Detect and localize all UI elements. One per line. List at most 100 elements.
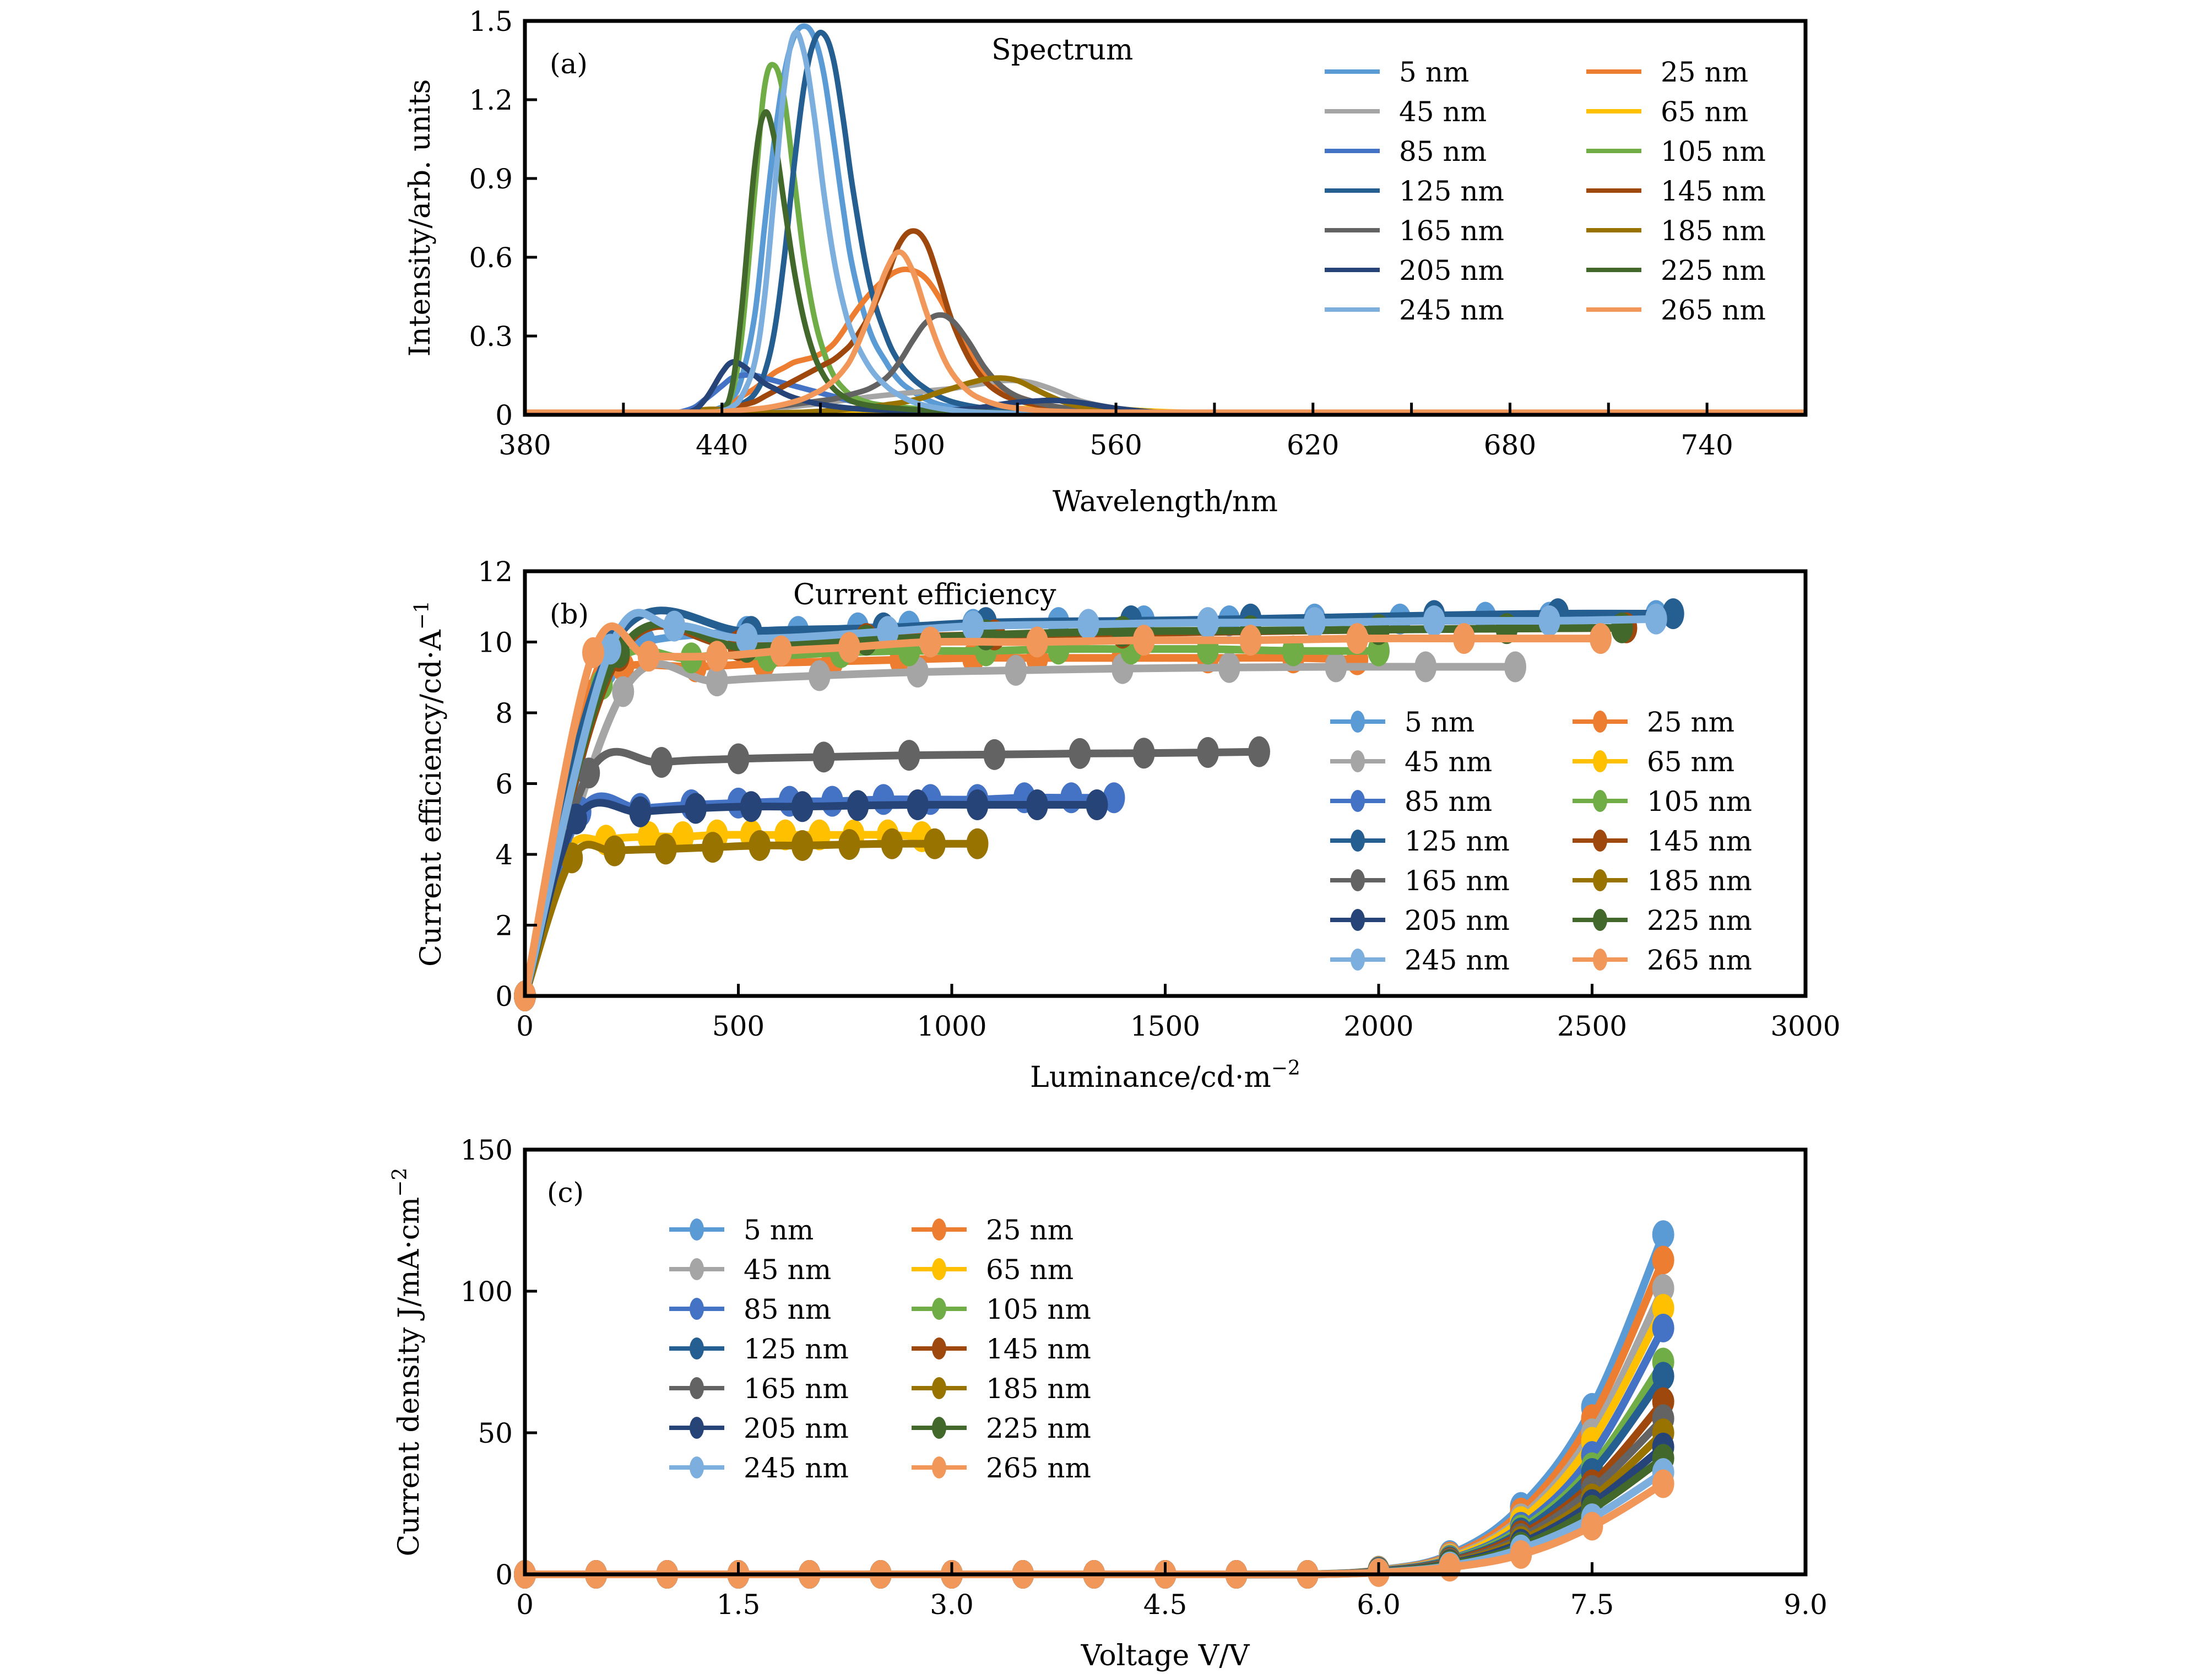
data-point: [1590, 623, 1612, 654]
data-point: [962, 610, 984, 642]
panel-b-ytick-label: 2: [495, 910, 513, 942]
legend-label: 45 nm: [1399, 96, 1487, 128]
data-point: [1197, 607, 1219, 638]
data-point: [1652, 1362, 1674, 1391]
legend-marker: [1593, 830, 1607, 852]
panel-a-xtick-label: 680: [1484, 429, 1536, 461]
legend-item: 125 nm: [669, 1333, 849, 1365]
panel-b-xtick-label: 1500: [1130, 1010, 1200, 1042]
legend-label: 145 nm: [1661, 175, 1766, 207]
legend-label: 225 nm: [1647, 905, 1752, 936]
legend-label: 65 nm: [1647, 746, 1734, 778]
legend-label: 145 nm: [1647, 825, 1752, 857]
legend-item: 65 nm: [1573, 746, 1734, 778]
legend-label: 45 nm: [1405, 746, 1492, 778]
legend-item: 205 nm: [1330, 905, 1510, 936]
panel-b-ytick-label: 4: [495, 839, 513, 871]
data-point: [612, 676, 635, 707]
data-point: [1239, 625, 1262, 656]
legend-item: 65 nm: [1586, 96, 1748, 128]
panel-b-xtick-label: 500: [712, 1010, 765, 1042]
panel-b-axis-frame: 0 500 1000 1500 2000 2500 3000 0 2 4 6 8 10 12: [478, 556, 1840, 1042]
panel-b-xtick-label: 3000: [1770, 1010, 1840, 1042]
panel-b-plot-area: [514, 598, 1684, 1011]
panel-b-xtick-label: 2500: [1557, 1010, 1627, 1042]
panel-c-ytick-label: 0: [495, 1559, 513, 1591]
panel-a-ytick-label: 1.5: [469, 6, 513, 37]
legend-label: 185 nm: [986, 1373, 1091, 1405]
legend-item: 85 nm: [1325, 136, 1487, 167]
panel-a-ytick-label: 0.3: [469, 321, 513, 353]
data-point: [578, 757, 600, 789]
panel-c-xtick-label: 7.5: [1570, 1589, 1614, 1621]
legend-marker: [1593, 909, 1607, 931]
legend-item: 45 nm: [1330, 746, 1492, 778]
data-point: [1581, 1512, 1603, 1541]
legend-marker: [1351, 869, 1365, 891]
series-line-225nm: [525, 109, 1806, 415]
legend-marker: [1593, 711, 1607, 733]
panel-c-xtick-label: 1.5: [717, 1589, 761, 1621]
legend-label: 105 nm: [1661, 136, 1766, 167]
data-point: [1652, 1245, 1674, 1275]
panel-b-xtick-label: 1000: [917, 1010, 986, 1042]
legend-label: 245 nm: [1405, 944, 1510, 976]
panel-b-ylabel-main: Current efficiency/cd·A: [415, 629, 448, 967]
panel-b-ytick-label: 12: [478, 556, 513, 588]
panel-a-ytick-label: 1.2: [469, 84, 513, 116]
data-point: [791, 791, 814, 822]
data-point: [1303, 607, 1326, 638]
data-point: [565, 803, 587, 835]
data-point: [838, 632, 860, 663]
panel-c-ylabel-sup: −2: [389, 1168, 411, 1197]
panel-c-axis-frame: 0 1.5 3.0 4.5 6.0 7.5 9.0 0 50 100 150: [460, 1134, 1828, 1621]
legend-label: 205 nm: [1399, 254, 1504, 286]
legend-item: 5 nm: [1325, 56, 1469, 88]
legend-marker: [1593, 949, 1607, 971]
data-point: [1005, 654, 1027, 686]
legend-label: 105 nm: [1647, 786, 1752, 817]
series-line-245nm: [525, 29, 1806, 415]
data-point: [582, 637, 604, 668]
legend-item: 65 nm: [912, 1254, 1074, 1286]
data-point: [1504, 651, 1526, 683]
data-point: [966, 828, 989, 859]
legend-marker: [932, 1258, 946, 1280]
legend-label: 245 nm: [1399, 294, 1504, 326]
legend-item: 105 nm: [1573, 786, 1752, 817]
legend-item: 85 nm: [669, 1293, 831, 1325]
data-point: [603, 835, 626, 866]
data-point: [919, 626, 942, 658]
data-point: [1132, 625, 1155, 656]
legend-item: 105 nm: [912, 1293, 1091, 1325]
legend-item: 265 nm: [1573, 944, 1752, 976]
data-point: [1652, 1293, 1674, 1323]
panel-b-legend: 5 nm 25 nm 45 nm 65 nm 85 nm 105 nm 125 nm 145 …: [1330, 706, 1752, 976]
legend-label: 85 nm: [1399, 136, 1487, 167]
data-point: [1368, 635, 1390, 667]
legend-item: 5 nm: [669, 1214, 814, 1246]
legend-label: 245 nm: [744, 1452, 849, 1484]
panel-c-xtick-label: 0: [516, 1589, 534, 1621]
data-point: [876, 616, 899, 647]
series-45nm: [514, 651, 1526, 1011]
series-265nm: [514, 622, 1612, 1011]
data-point: [898, 740, 920, 771]
data-point: [770, 635, 792, 667]
data-point: [1423, 605, 1445, 636]
legend-label: 25 nm: [1647, 706, 1734, 738]
legend-marker: [1351, 750, 1365, 772]
data-point: [1662, 598, 1684, 630]
panel-b-ytick-label: 6: [495, 768, 513, 800]
data-point: [637, 821, 660, 852]
legend-label: 145 nm: [986, 1333, 1091, 1365]
legend-label: 225 nm: [1661, 254, 1766, 286]
panel-a-spectrum: 380 440 500 560 620 680 740 0 0.3 0.6 0.9 1.2 1.5 (a…: [404, 6, 1808, 518]
data-point: [1026, 789, 1048, 821]
data-point: [1248, 736, 1270, 767]
legend-item: 185 nm: [1586, 215, 1766, 247]
legend-item: 165 nm: [1325, 215, 1504, 247]
legend-marker: [932, 1377, 946, 1399]
